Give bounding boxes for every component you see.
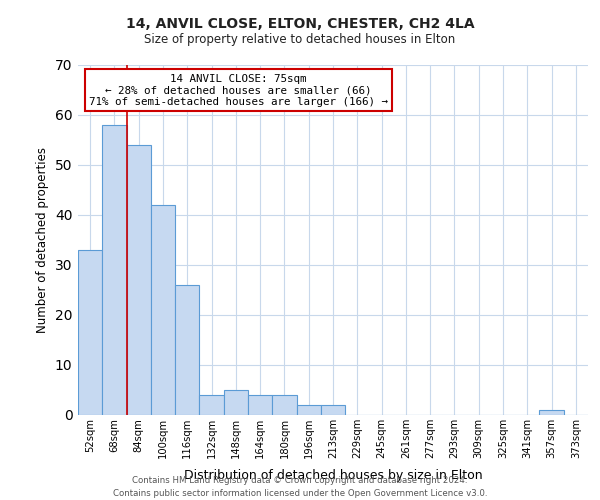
Bar	[175, 285, 199, 415]
Bar	[272, 395, 296, 415]
Text: 14 ANVIL CLOSE: 75sqm
← 28% of detached houses are smaller (66)
71% of semi-deta: 14 ANVIL CLOSE: 75sqm ← 28% of detached …	[89, 74, 388, 107]
Bar	[127, 145, 151, 415]
Y-axis label: Number of detached properties: Number of detached properties	[36, 147, 49, 333]
Bar	[78, 250, 102, 415]
Bar	[296, 405, 321, 415]
Text: Size of property relative to detached houses in Elton: Size of property relative to detached ho…	[145, 32, 455, 46]
Bar	[321, 405, 345, 415]
Text: 14, ANVIL CLOSE, ELTON, CHESTER, CH2 4LA: 14, ANVIL CLOSE, ELTON, CHESTER, CH2 4LA	[125, 18, 475, 32]
Bar	[199, 395, 224, 415]
Bar	[102, 125, 127, 415]
Bar	[224, 390, 248, 415]
Bar	[248, 395, 272, 415]
Text: Contains HM Land Registry data © Crown copyright and database right 2024.
Contai: Contains HM Land Registry data © Crown c…	[113, 476, 487, 498]
Bar	[151, 205, 175, 415]
Bar	[539, 410, 564, 415]
X-axis label: Distribution of detached houses by size in Elton: Distribution of detached houses by size …	[184, 470, 482, 482]
